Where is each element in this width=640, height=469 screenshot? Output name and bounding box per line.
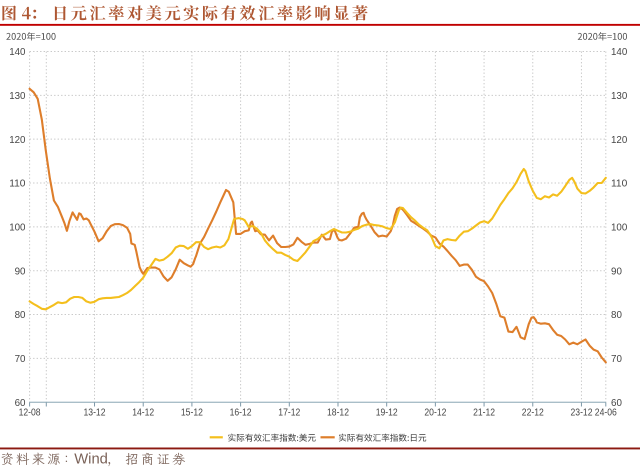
svg-text:100: 100 [9, 221, 25, 233]
svg-text:130: 130 [611, 90, 627, 102]
svg-text:120: 120 [611, 134, 627, 146]
svg-text:16-12: 16-12 [230, 407, 252, 418]
svg-text:100: 100 [611, 221, 627, 233]
svg-text:17-12: 17-12 [278, 407, 300, 418]
svg-text:130: 130 [9, 90, 25, 102]
svg-text:60: 60 [611, 397, 622, 409]
svg-text:90: 90 [15, 265, 26, 277]
svg-text:13-12: 13-12 [84, 407, 106, 418]
svg-text:110: 110 [9, 178, 25, 190]
svg-text:140: 140 [611, 46, 627, 58]
svg-text:90: 90 [611, 265, 622, 277]
svg-text:70: 70 [15, 353, 26, 365]
svg-text:14-12: 14-12 [132, 407, 154, 418]
svg-text:80: 80 [15, 309, 26, 321]
svg-text:24-06: 24-06 [595, 407, 617, 418]
svg-text:20-12: 20-12 [424, 407, 446, 418]
svg-text:60: 60 [15, 397, 26, 409]
svg-text:140: 140 [9, 46, 25, 58]
svg-text:80: 80 [611, 309, 622, 321]
svg-text:110: 110 [611, 178, 627, 190]
svg-text:23-12: 23-12 [571, 407, 593, 418]
svg-text:70: 70 [611, 353, 622, 365]
svg-text:19-12: 19-12 [376, 407, 398, 418]
svg-text:18-12: 18-12 [327, 407, 349, 418]
svg-text:22-12: 22-12 [522, 407, 544, 418]
svg-text:21-12: 21-12 [473, 407, 495, 418]
svg-text:12-08: 12-08 [19, 407, 41, 418]
svg-text:Wind: Wind [74, 452, 108, 468]
svg-text:120: 120 [9, 134, 25, 146]
svg-text:15-12: 15-12 [181, 407, 203, 418]
